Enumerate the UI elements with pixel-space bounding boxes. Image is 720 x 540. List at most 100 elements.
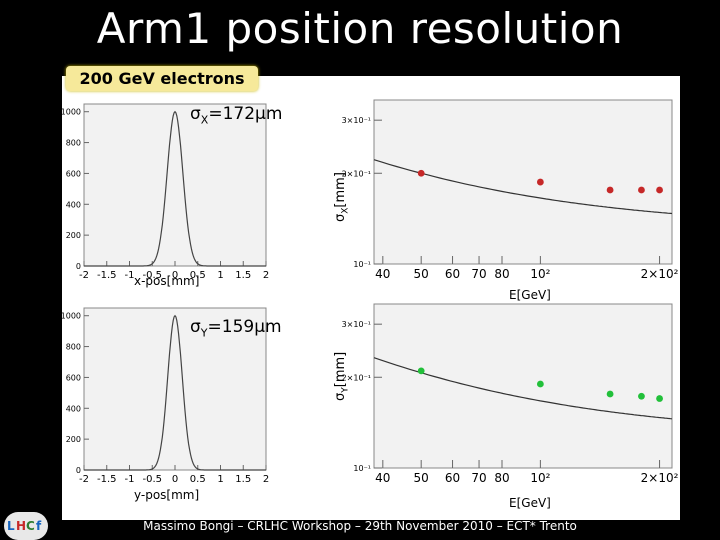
hist-x-distribution-curve [84,110,266,267]
logo-h: H [16,519,27,533]
res-x-ylabel: σX[mm] [333,172,351,222]
res-x-data-point [417,169,425,177]
res-y-data-point [606,390,614,398]
sigma-y-vs-energy-plot: 10⁻¹ 2×10⁻¹ 3×10⁻¹ 40 50 60 70 80 10² 2×10² [342,303,679,485]
res-y-ytick-label: 3×10⁻¹ [342,320,371,329]
hist-y-ytick-label: 0 [76,466,81,475]
hist-x-xtick-label: -1.5 [97,270,117,281]
hist-y-ytick-label: 800 [66,343,81,352]
y-position-histogram: 0 200 400 600 800 1000 -2 -1.5 -1 -0.5 0 0.5 1 1.5 2 [62,307,269,485]
hist-y-xtick-label: -1 [125,474,135,485]
hist-x-ylabel: Number of event [42,137,57,248]
hist-y-xtick-label: 0.5 [190,474,206,485]
res-x-xtick-label: 50 [414,267,429,281]
hist-y-xtick-label: 2 [263,474,269,485]
res-x-data-point [656,186,663,194]
slide-title: Arm1 position resolution [96,4,624,53]
res-y-ylabel-symbol: σ [333,392,348,401]
res-y-xlabel: E[GeV] [509,496,551,510]
hist-y-xlabel: y-pos[mm] [134,488,200,502]
res-y-fit-curve [373,357,673,420]
hist-x-ytick-label: 400 [66,200,81,209]
res-y-data-point [638,392,645,400]
hist-x-ytick-label: 200 [66,231,81,240]
res-y-xtick-label: 60 [445,471,460,485]
logo-c: C [26,519,35,533]
hist-x-xlabel: x-pos[mm] [134,274,200,288]
hist-x-xtick-label: 0 [172,270,178,281]
res-y-ytick-label: 10⁻¹ [353,464,371,473]
res-x-xtick-label: 2×10² [641,267,679,281]
hist-x-ytick-label: 800 [66,139,81,148]
res-x-xtick-label: 70 [471,267,486,281]
res-y-ylabel-unit: [mm] [333,351,348,388]
res-x-xtick-label: 40 [375,267,390,281]
res-y-ytick-label: 2×10⁻¹ [342,373,371,382]
res-x-xtick-label: 80 [494,267,509,281]
hist-y-xtick-label: -1.5 [97,474,117,485]
sigma-x-symbol: σ [190,104,201,124]
sigma-x-vs-energy-plot: 10⁻¹ 2×10⁻¹ 3×10⁻¹ 40 50 60 70 80 10² 2×10² [342,99,679,281]
res-x-ytick-label: 3×10⁻¹ [342,116,371,125]
res-x-data-point [638,186,645,194]
logo-l: L [7,519,15,533]
beam-energy-badge: 200 GeV electrons [66,66,258,91]
hist-x-xtick-label: -0.5 [142,270,162,281]
res-y-ylabel-sub: Y [340,387,351,393]
hist-y-xtick-label: -2 [79,474,89,485]
sigma-y-value: =159μm [207,317,282,337]
hist-y-ylabel: Number of event [44,353,59,464]
hist-y-ytick-label: 1000 [62,312,81,321]
hist-x-xtick-label: -1 [125,270,135,281]
res-y-xtick-label: 2×10² [641,471,679,485]
res-x-ytick-label: 10⁻¹ [353,260,371,269]
logo-f: f [36,519,42,533]
sigma-x-value: =172μm [208,104,283,124]
res-x-data-point [536,178,544,186]
res-x-xtick-label: 60 [445,267,460,281]
x-position-histogram: 0 200 400 600 800 1000 -2 -1.5 -1 -0.5 0 0.5 1 1.5 2 [62,103,269,281]
res-y-xtick-label: 70 [471,471,486,485]
res-x-ylabel-symbol: σ [333,213,348,222]
footer-credit: Massimo Bongi – CRLHC Workshop – 29th No… [143,519,577,533]
res-x-xtick-label: 10² [530,267,550,281]
hist-x-ytick-label: 1000 [62,108,81,117]
res-x-xlabel: E[GeV] [509,288,551,302]
res-y-ylabel: σY[mm] [333,352,351,401]
hist-y-xtick-label: -0.5 [142,474,162,485]
res-y-xtick-label: 40 [375,471,390,485]
hist-x-plot-area [83,103,267,267]
hist-y-plot-area [83,307,267,471]
sigma-x-annotation: σX=172μm [190,104,282,126]
res-x-plot-area [373,99,673,265]
hist-y-ytick-label: 200 [66,435,81,444]
hist-x-xtick-label: 1 [217,270,223,281]
res-y-data-point [536,380,544,388]
res-y-data-point [417,367,425,375]
hist-x-xtick-label: -2 [79,270,89,281]
res-x-ytick-label: 2×10⁻¹ [342,169,371,178]
lhcf-logo: L H C f [4,512,48,540]
res-y-plot-area [373,303,673,469]
sigma-x-sub: X [200,113,209,127]
hist-y-ytick-label: 600 [66,373,81,382]
hist-x-ytick-label: 600 [66,169,81,178]
sigma-y-sub: Y [200,326,208,340]
hist-x-xtick-label: 2 [263,270,269,281]
res-x-ylabel-unit: [mm] [333,172,348,208]
hist-x-xtick-label: 1.5 [235,270,251,281]
res-x-data-point [606,186,614,194]
res-y-data-point [656,395,663,402]
res-y-xtick-label: 80 [494,471,509,485]
sigma-y-annotation: σY=159μm [190,317,282,339]
res-y-xtick-label: 10² [530,471,550,485]
sigma-y-symbol: σ [190,317,201,337]
hist-y-xtick-label: 0 [172,474,178,485]
hist-y-distribution-curve [84,314,266,471]
res-x-ylabel-sub: X [340,207,351,214]
res-x-fit-curve [373,159,673,215]
hist-y-xtick-label: 1 [217,474,223,485]
res-y-xtick-label: 50 [414,471,429,485]
hist-y-xtick-label: 1.5 [235,474,251,485]
hist-y-ytick-label: 400 [66,404,81,413]
